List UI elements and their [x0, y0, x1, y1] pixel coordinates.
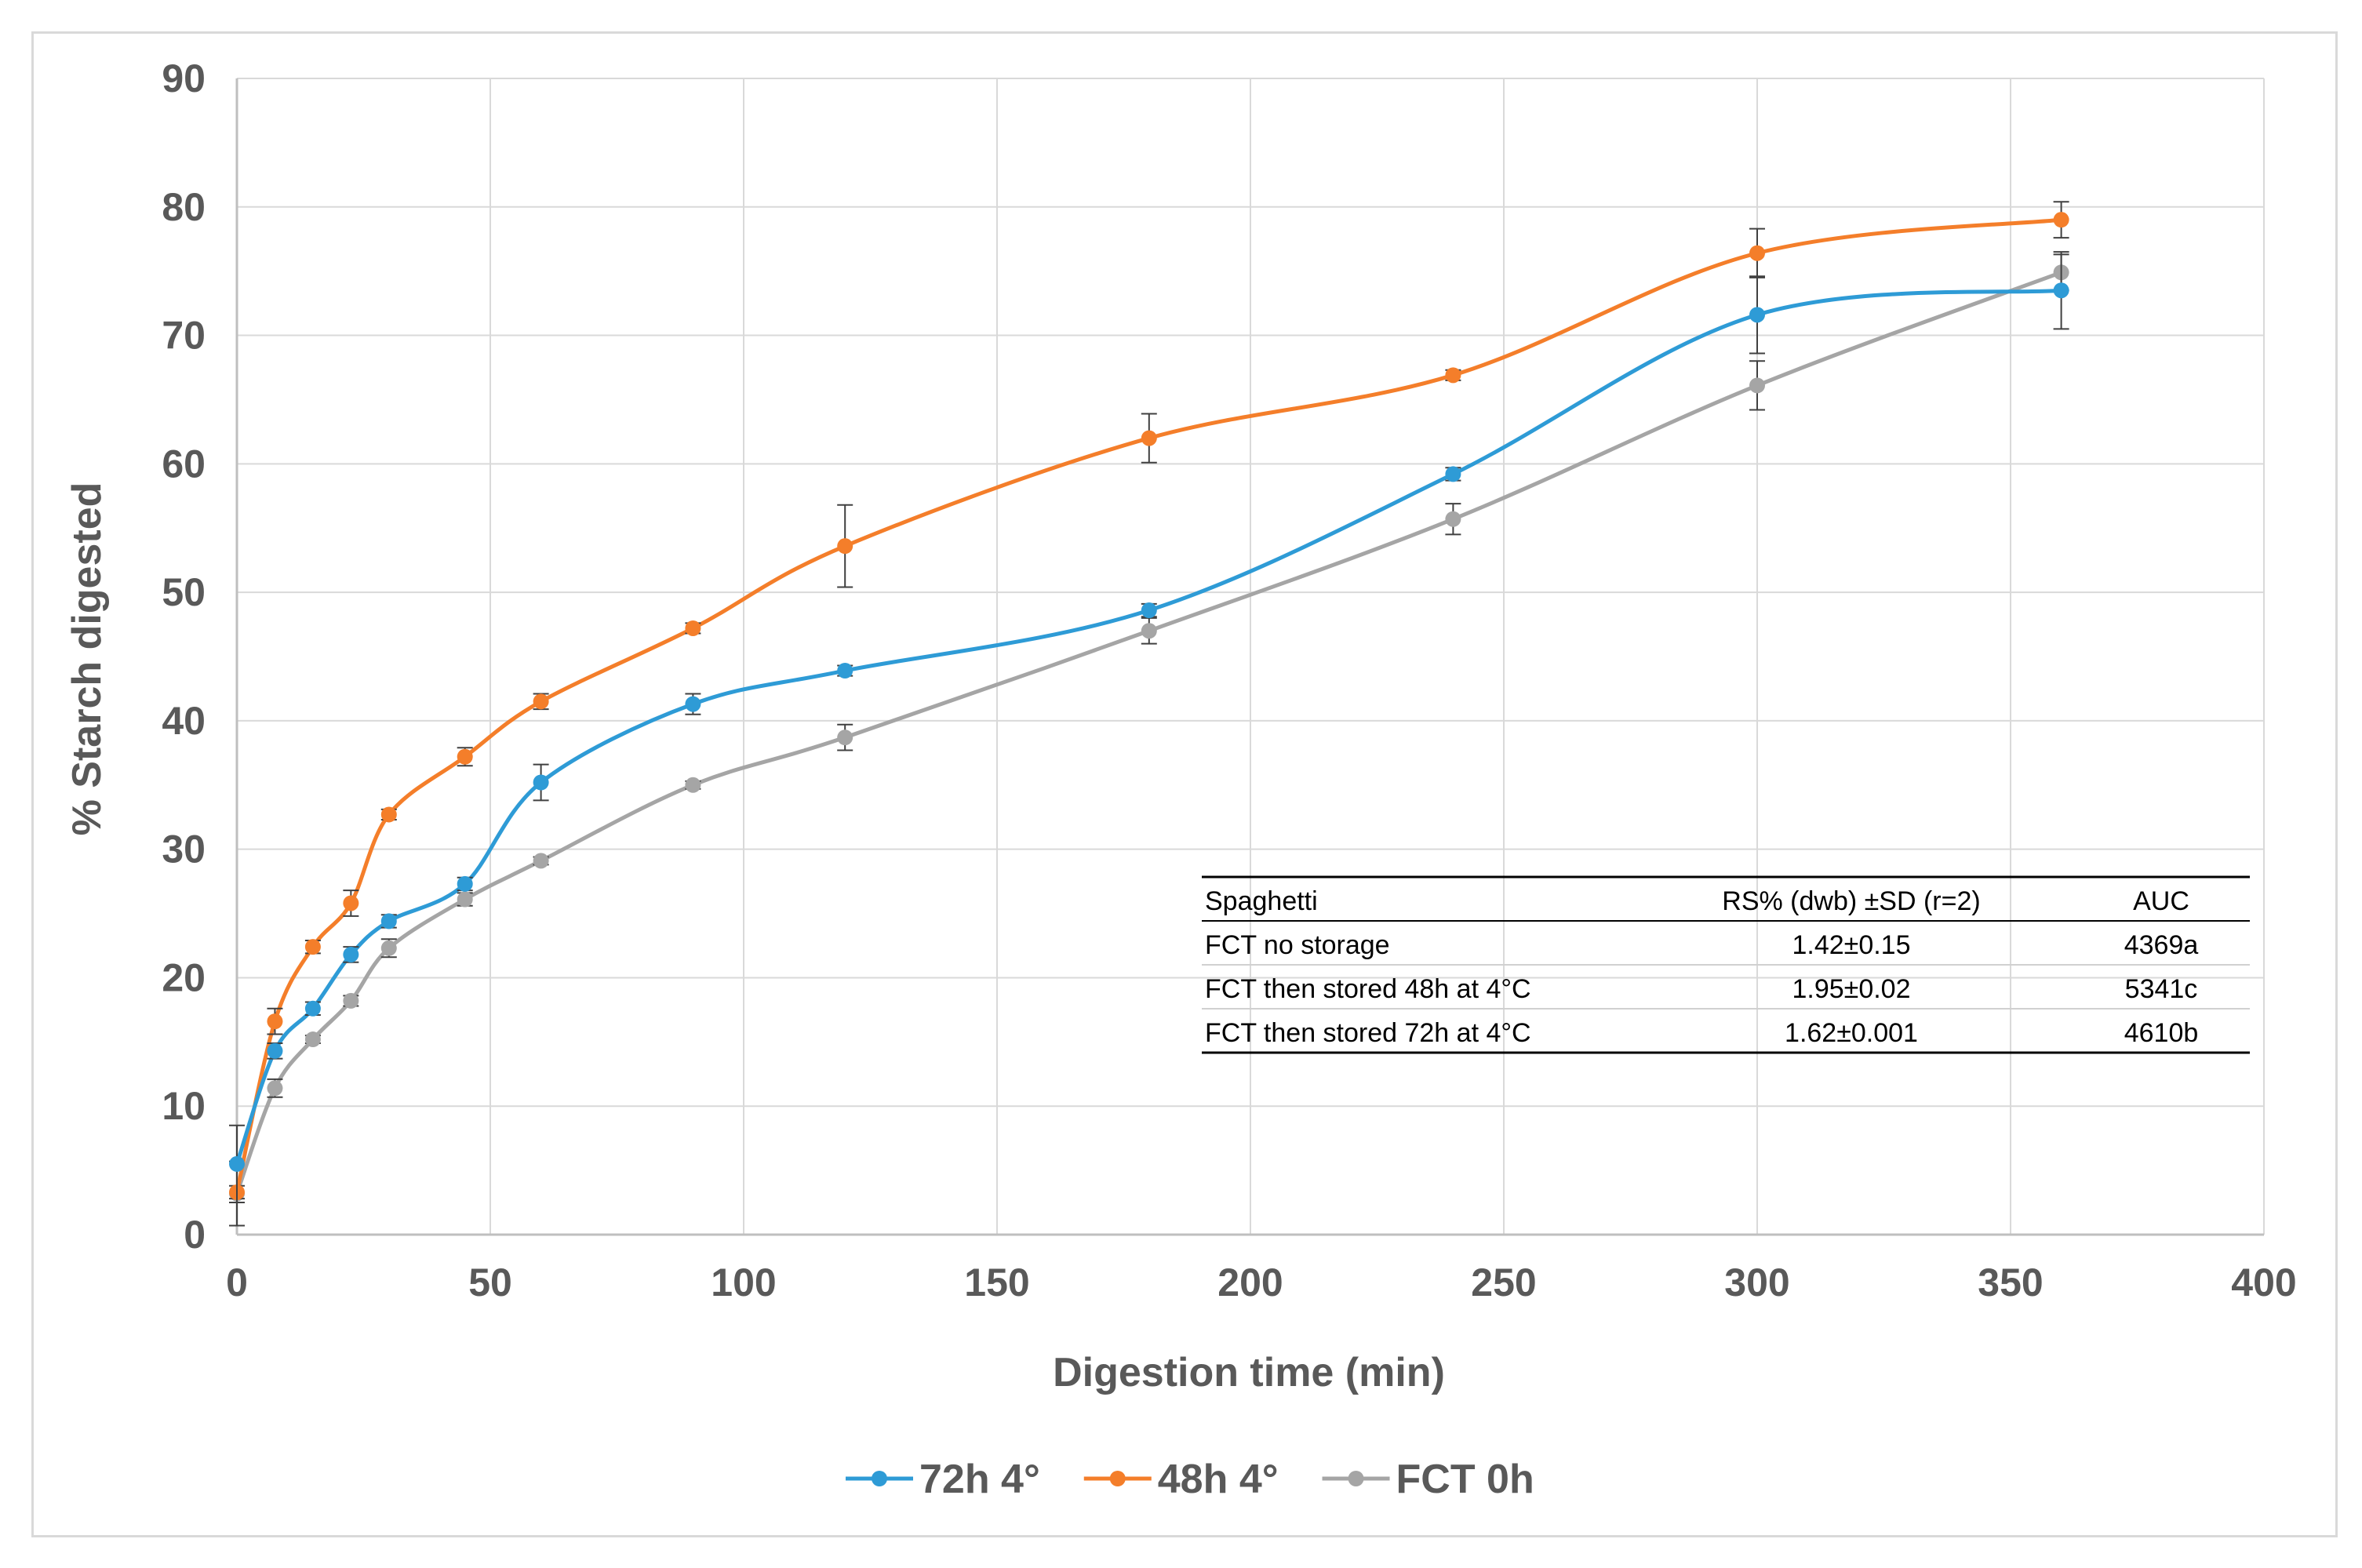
data-point: [1141, 602, 1157, 619]
x-tick-label: 250: [1471, 1261, 1536, 1304]
data-point: [1749, 245, 1765, 261]
data-point: [685, 696, 701, 712]
chart-frame: [31, 31, 2338, 1537]
x-tick-label: 0: [226, 1261, 248, 1304]
legend-marker: [1109, 1471, 1126, 1486]
table-cell: 1.42±0.15: [1792, 930, 1910, 960]
data-point: [1445, 367, 1461, 384]
y-tick-label: 20: [162, 955, 206, 999]
data-point: [343, 895, 359, 911]
data-point: [267, 1042, 283, 1059]
legend-marker: [872, 1471, 887, 1486]
series-48h-4: [229, 201, 2069, 1200]
x-tick-label: 350: [1978, 1261, 2043, 1304]
table-header-auc: AUC: [2133, 886, 2189, 916]
data-point: [837, 729, 853, 746]
x-tick-label: 50: [468, 1261, 512, 1304]
legend-item-fct-0h: FCT 0h: [1322, 1457, 1534, 1502]
data-point: [380, 806, 397, 823]
y-tick-label: 90: [162, 56, 206, 100]
data-point: [1749, 377, 1765, 394]
legend-item-48h-4: 48h 4°: [1083, 1457, 1279, 1502]
table-cell: FCT then stored 72h at 4°C: [1205, 1018, 1531, 1048]
data-point: [380, 913, 397, 930]
data-point: [304, 939, 321, 955]
y-tick-labels: 0 10 20 30 40 50 60 70 80 90: [162, 56, 206, 1257]
data-point: [837, 663, 853, 679]
data-point: [304, 1000, 321, 1017]
data-point: [1445, 511, 1461, 527]
legend-label: 48h 4°: [1158, 1457, 1279, 1502]
table-cell: 1.62±0.001: [1785, 1018, 1918, 1048]
data-point: [457, 875, 473, 892]
series-line: [235, 217, 2062, 1193]
y-tick-label: 0: [184, 1213, 206, 1257]
table-cell: 1.95±0.02: [1792, 974, 1910, 1004]
x-axis-title: Digestion time (min): [1053, 1350, 1445, 1395]
data-point: [380, 940, 397, 956]
inset-table: Spaghetti RS% (dwb) ±SD (r=2) AUC FCT no…: [1202, 875, 2250, 1054]
x-tick-label: 100: [711, 1261, 776, 1304]
legend: 72h 4° 48h 4° FCT 0h: [846, 1457, 1534, 1502]
series-line: [235, 270, 2062, 1195]
table-header-rs: RS% (dwb) ±SD (r=2): [1722, 886, 1980, 916]
table-cell: 4369a: [2124, 930, 2199, 960]
grid: [237, 78, 2265, 1235]
data-point: [533, 853, 549, 869]
data-point: [1141, 623, 1157, 639]
y-tick-label: 80: [162, 185, 206, 229]
y-axis-title: % Starch digested: [64, 482, 110, 836]
y-tick-label: 70: [162, 314, 206, 358]
y-tick-label: 50: [162, 570, 206, 614]
data-point: [1141, 430, 1157, 446]
data-point: [1445, 466, 1461, 482]
table-cell: FCT no storage: [1205, 930, 1390, 960]
data-point: [267, 1080, 283, 1097]
data-point: [457, 891, 473, 908]
x-tick-label: 300: [1724, 1261, 1789, 1304]
series-line: [235, 288, 2062, 1165]
data-point: [229, 1155, 245, 1172]
data-point: [304, 1031, 321, 1048]
legend-item-72h-4: 72h 4°: [846, 1457, 1040, 1502]
data-point: [457, 748, 473, 765]
data-point: [533, 693, 549, 710]
data-point: [2053, 282, 2069, 299]
x-tick-label: 150: [964, 1261, 1029, 1304]
data-point: [343, 946, 359, 962]
table-cell: 4610b: [2124, 1018, 2199, 1048]
series-layer: [229, 201, 2069, 1227]
y-tick-label: 10: [162, 1084, 206, 1128]
table-cell: 5341c: [2125, 974, 2198, 1004]
data-point: [343, 992, 359, 1009]
legend-label: FCT 0h: [1396, 1457, 1534, 1502]
data-point: [685, 777, 701, 793]
series-fct-0h: [229, 253, 2069, 1227]
y-tick-label: 30: [162, 828, 206, 871]
x-tick-label: 400: [2231, 1261, 2296, 1304]
table-header-sample: Spaghetti: [1205, 886, 1318, 916]
axes: [235, 78, 2264, 1236]
y-tick-label: 60: [162, 442, 206, 486]
data-point: [685, 620, 701, 636]
x-tick-labels: 0 50 100 150 200 250 300 350 400: [226, 1261, 2297, 1304]
y-tick-label: 40: [162, 699, 206, 743]
series-72h-4: [229, 251, 2069, 1204]
x-tick-label: 200: [1217, 1261, 1283, 1304]
table-cell: FCT then stored 48h at 4°C: [1205, 974, 1531, 1004]
data-point: [533, 774, 549, 791]
data-point: [837, 538, 853, 555]
data-point: [1749, 307, 1765, 323]
data-point: [267, 1013, 283, 1030]
legend-marker: [1348, 1471, 1364, 1486]
legend-label: 72h 4°: [919, 1457, 1040, 1502]
data-point: [2053, 212, 2069, 228]
